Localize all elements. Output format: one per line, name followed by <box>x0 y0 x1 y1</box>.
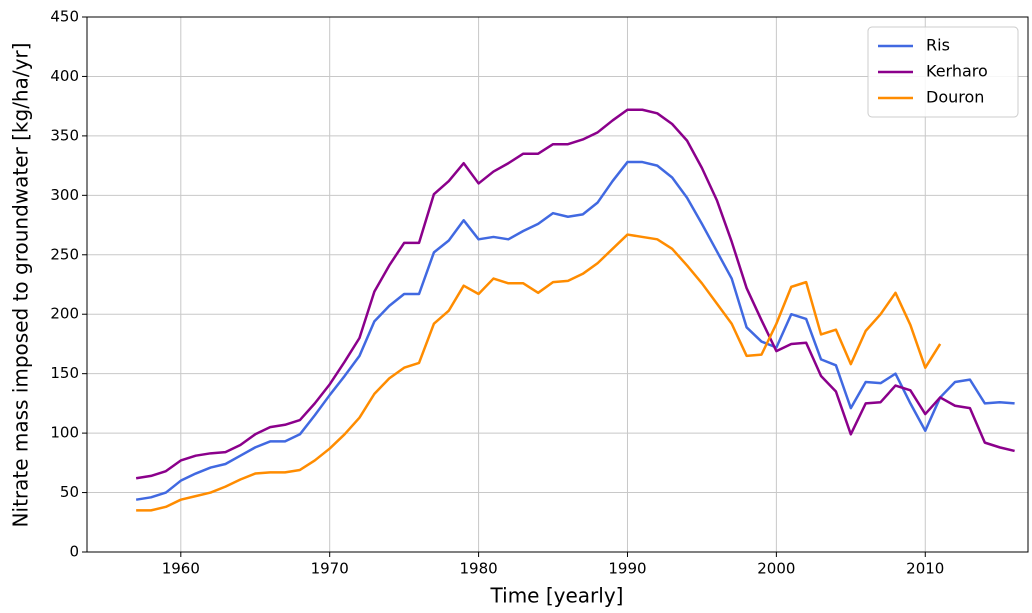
x-tick-label: 1960 <box>162 560 200 578</box>
legend-label: Ris <box>926 36 950 55</box>
y-tick-label: 200 <box>50 305 79 323</box>
x-tick-label: 2010 <box>906 560 944 578</box>
x-tick-label: 1980 <box>459 560 497 578</box>
legend-label: Kerharo <box>926 62 988 81</box>
line-series <box>136 233 942 512</box>
y-tick-label: 150 <box>50 364 79 382</box>
x-tick-label: 1970 <box>311 560 349 578</box>
y-axis-label: Nitrate mass imposed to groundwater [kg/… <box>9 43 33 528</box>
line-series <box>135 160 1015 501</box>
legend-box <box>867 26 1019 118</box>
y-tick-label: 450 <box>50 8 79 26</box>
y-tick-label: 250 <box>50 245 79 263</box>
y-tick-label: 400 <box>50 67 79 85</box>
x-tick-label: 1990 <box>608 560 646 578</box>
x-axis-label: Time [yearly] <box>490 584 624 608</box>
x-tick-label: 2000 <box>757 560 795 578</box>
y-tick-label: 50 <box>60 483 79 501</box>
plot-frame <box>86 16 1029 553</box>
line-series <box>135 108 1015 480</box>
y-tick-label: 100 <box>50 424 79 442</box>
y-tick-label: 300 <box>50 186 79 204</box>
y-tick-label: 0 <box>69 543 79 561</box>
legend-label: Douron <box>926 88 984 107</box>
y-tick-label: 350 <box>50 126 79 144</box>
